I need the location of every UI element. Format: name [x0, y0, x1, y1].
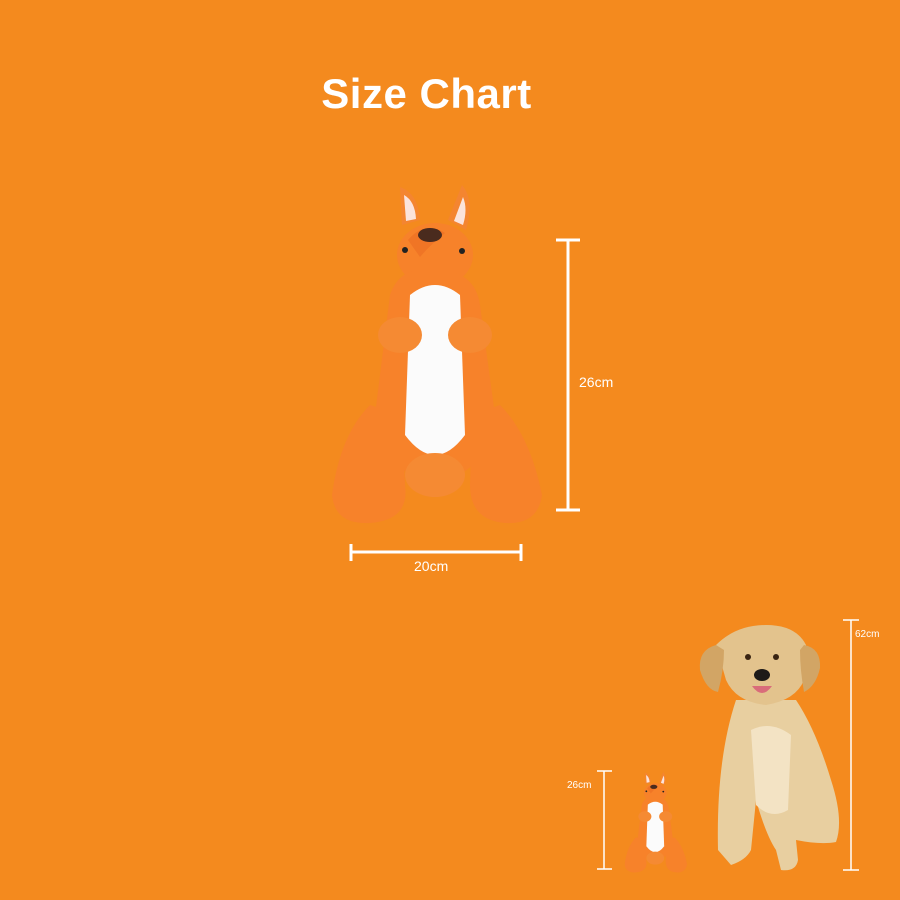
width-label: 20cm	[414, 558, 449, 574]
toy-height-measure-line	[597, 770, 612, 870]
kangaroo-toy-image	[332, 185, 542, 524]
width-measure-line	[349, 544, 523, 561]
height-label: 26cm	[579, 374, 614, 390]
page-title: Size Chart	[321, 70, 532, 117]
small-kangaroo-toy-image	[624, 772, 688, 873]
dog-image	[699, 625, 840, 871]
dog-height-label: 62cm	[855, 629, 880, 640]
toy-height-label: 26cm	[567, 780, 592, 791]
dog-height-measure-line	[843, 619, 859, 871]
height-measure-line	[556, 238, 580, 512]
